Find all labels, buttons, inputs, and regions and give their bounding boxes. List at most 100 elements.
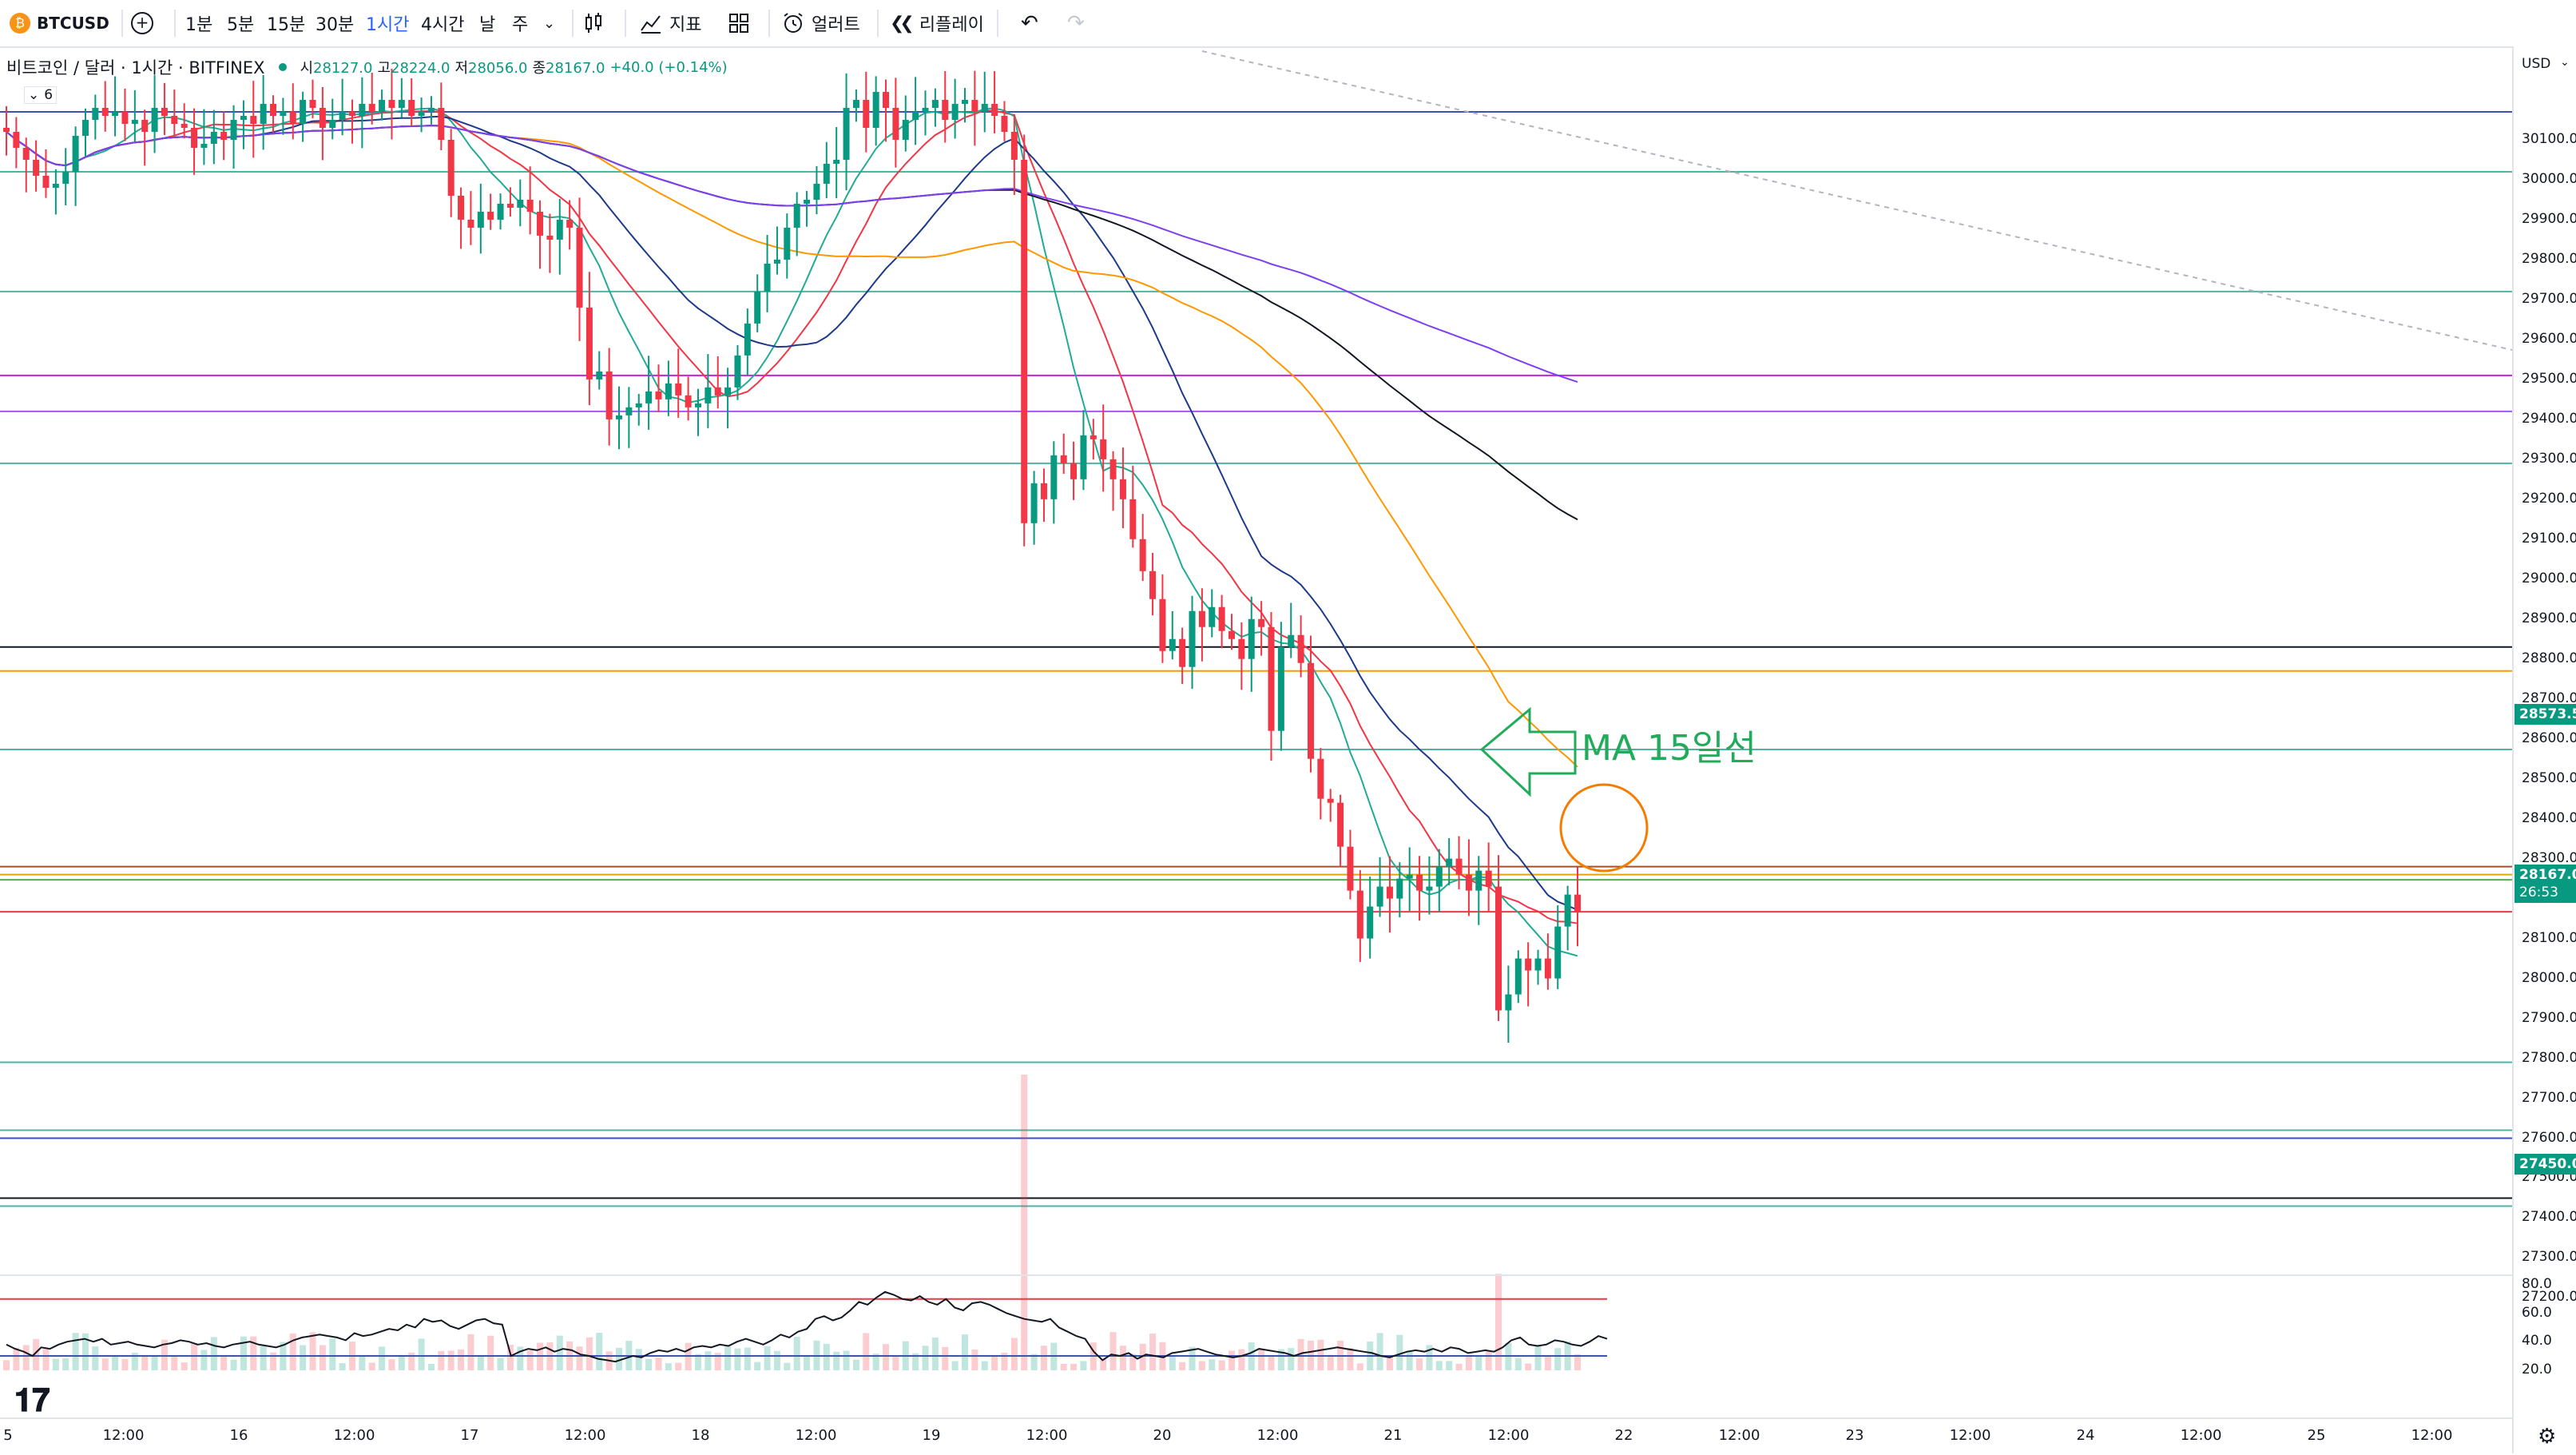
- trend-line[interactable]: [1201, 50, 2512, 351]
- volume-bar: [200, 1350, 208, 1370]
- interval-15m[interactable]: 15분: [267, 15, 306, 35]
- candles-icon: [585, 13, 601, 33]
- time-tick-label: 12:00: [1026, 1427, 1068, 1444]
- candle-up: [1209, 606, 1216, 627]
- candle-up: [240, 116, 247, 121]
- candle-up: [1050, 455, 1058, 499]
- volume-bar: [922, 1346, 929, 1370]
- layouts-button[interactable]: [727, 0, 751, 46]
- volume-bar: [823, 1343, 830, 1370]
- ma-annotation-text[interactable]: MA 15일선: [1582, 728, 1756, 769]
- candle-up: [1446, 858, 1453, 867]
- candle-up: [625, 407, 633, 415]
- volume-bar: [270, 1352, 277, 1370]
- interval-week[interactable]: 주: [512, 15, 529, 35]
- settings-gear-icon[interactable]: ⚙: [2538, 1425, 2557, 1449]
- volume-bar: [487, 1335, 494, 1370]
- indicators-button[interactable]: 지표: [639, 0, 701, 46]
- candle-down: [1179, 638, 1186, 667]
- indicators-icon: [641, 15, 661, 34]
- price-tick-label: 29700.0: [2522, 290, 2576, 307]
- interval-day[interactable]: 날: [479, 15, 496, 35]
- volume-bar: [181, 1362, 188, 1370]
- rewind-icon: ❮❮: [890, 13, 915, 34]
- time-axis[interactable]: 5 12:00 16 12:00 17 12:00 18 12:00 19 12:00 20 12:0…: [0, 1417, 2512, 1455]
- interval-5m[interactable]: 5분: [227, 15, 255, 35]
- price-tick-label: 28500.0: [2522, 769, 2576, 786]
- volume-bar: [1238, 1349, 1245, 1370]
- volume-bar: [1010, 1338, 1018, 1370]
- moving-average-line: [6, 109, 1578, 924]
- volume-bar: [388, 1359, 395, 1370]
- price-tick-label: 28100.0: [2522, 929, 2576, 946]
- price-axis[interactable]: USD ⌄ 30100.0 30000.0 29900.0 29800.0 29700.…: [2512, 46, 2576, 1453]
- candle-up: [1534, 958, 1542, 971]
- volume-bar: [645, 1358, 653, 1370]
- candle-up: [744, 323, 751, 356]
- main-chart[interactable]: [0, 46, 2512, 1417]
- candle-down: [892, 108, 899, 140]
- chart-type-button[interactable]: [581, 0, 605, 46]
- candle-down: [1198, 610, 1205, 627]
- candle-down: [1159, 598, 1166, 651]
- volume-bar: [329, 1338, 336, 1370]
- volume-bar: [576, 1346, 583, 1370]
- volume-bar: [458, 1349, 465, 1370]
- price-tick-label: 30100.0: [2522, 131, 2576, 147]
- candle-down: [121, 112, 129, 125]
- volume-bar: [1525, 1363, 1532, 1370]
- annotation-arrow[interactable]: [1479, 706, 1577, 797]
- candle-down: [408, 100, 415, 117]
- time-tick-label: 12:00: [564, 1427, 606, 1444]
- interval-1h[interactable]: 1시간: [366, 15, 410, 35]
- compare-button[interactable]: +: [131, 0, 153, 46]
- volume-bar: [1574, 1354, 1581, 1370]
- oscillator-tick-label: 20.0: [2522, 1361, 2552, 1377]
- currency-label[interactable]: USD: [2522, 56, 2551, 72]
- candle-up: [200, 143, 208, 148]
- volume-bar: [506, 1344, 514, 1370]
- replay-button[interactable]: ❮❮ 리플레이: [890, 0, 984, 46]
- volume-bar: [931, 1337, 939, 1370]
- candle-up: [754, 291, 761, 324]
- alert-button[interactable]: 얼러트: [781, 0, 860, 46]
- candle-up: [843, 108, 850, 160]
- oscillator-tick-label: 80.0: [2522, 1276, 2552, 1292]
- price-tick-label: 28400.0: [2522, 809, 2576, 826]
- redo-button[interactable]: ↷: [1067, 0, 1085, 46]
- volume-bar: [892, 1354, 899, 1370]
- candle-up: [635, 403, 642, 407]
- volume-bar: [1139, 1343, 1146, 1370]
- legend-collapse-toggle[interactable]: ⌄ 6: [24, 86, 58, 104]
- candle-down: [33, 159, 40, 176]
- candle-up: [398, 100, 405, 109]
- volume-bar: [438, 1350, 445, 1370]
- price-tick-label: 29800.0: [2522, 250, 2576, 267]
- highlight-circle[interactable]: [1559, 783, 1649, 873]
- candle-down: [1574, 894, 1581, 912]
- volume-bar: [843, 1350, 850, 1370]
- candle-down: [1416, 874, 1423, 891]
- interval-dropdown[interactable]: ⌄: [543, 0, 555, 46]
- volume-bar: [616, 1347, 623, 1370]
- volume-bar: [112, 1356, 119, 1370]
- volume-bar: [1209, 1359, 1216, 1370]
- last-price-badge: 28167.0 26:53: [2514, 865, 2576, 903]
- volume-bar: [1119, 1346, 1126, 1370]
- volume-bar: [804, 1354, 811, 1370]
- candle-up: [477, 211, 484, 228]
- candle-down: [1268, 626, 1275, 731]
- symbol-search[interactable]: ₿ BTCUSD: [10, 0, 109, 46]
- candle-up: [280, 112, 287, 117]
- interval-1m[interactable]: 1분: [185, 15, 213, 35]
- candle-down: [270, 104, 277, 117]
- volume-bar: [1465, 1356, 1472, 1370]
- candle-up: [556, 219, 563, 240]
- interval-4h[interactable]: 4시간: [421, 15, 465, 35]
- candle-up: [793, 203, 800, 228]
- interval-30m[interactable]: 30분: [316, 15, 355, 35]
- candle-up: [694, 403, 701, 407]
- time-tick-label: 17: [460, 1427, 479, 1444]
- candle-up: [81, 120, 89, 137]
- undo-button[interactable]: ↶: [1021, 0, 1038, 46]
